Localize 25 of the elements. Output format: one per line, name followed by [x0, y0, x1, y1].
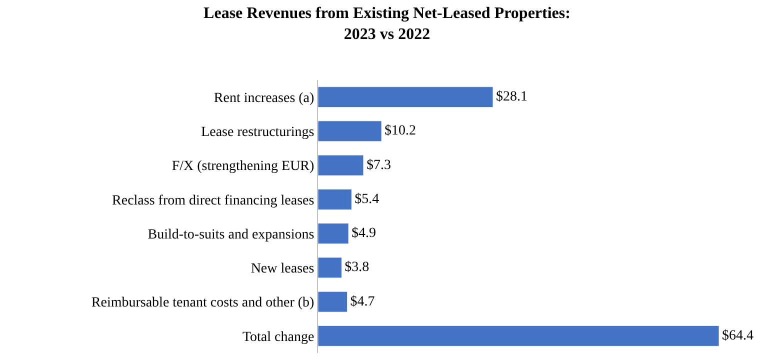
bar — [318, 291, 348, 312]
bar — [318, 223, 349, 244]
y-tick-label: Total change — [242, 330, 314, 345]
data-label: $10.2 — [384, 124, 416, 139]
y-tick-label: New leases — [250, 262, 314, 277]
y-tick-label: Rent increases (a) — [214, 90, 315, 106]
bar — [318, 86, 494, 108]
y-tick-label: Reclass from direct financing leases — [112, 193, 314, 208]
data-label: $64.4 — [722, 328, 754, 344]
bar — [318, 188, 352, 210]
data-label: $3.8 — [344, 260, 370, 276]
data-label: $4.7 — [350, 294, 375, 310]
data-label: $7.3 — [366, 158, 391, 173]
y-tick-label: Reimbursable tenant costs and other (b) — [91, 296, 315, 311]
data-label: $4.9 — [352, 226, 376, 242]
y-tick-label: F/X (strengthening EUR) — [172, 159, 315, 174]
chart-title: Lease Revenues from Existing Net-Leased Properties: 2023 vs 2022 — [204, 5, 570, 43]
data-label: $5.4 — [354, 192, 380, 207]
y-tick-label: Build-to-suits and expansions — [148, 227, 314, 242]
bar — [318, 120, 382, 142]
bar — [318, 325, 719, 346]
y-tick-label: Lease restructurings — [201, 125, 314, 140]
bar — [318, 257, 342, 278]
data-label: $28.1 — [496, 90, 528, 105]
bar — [318, 154, 364, 176]
